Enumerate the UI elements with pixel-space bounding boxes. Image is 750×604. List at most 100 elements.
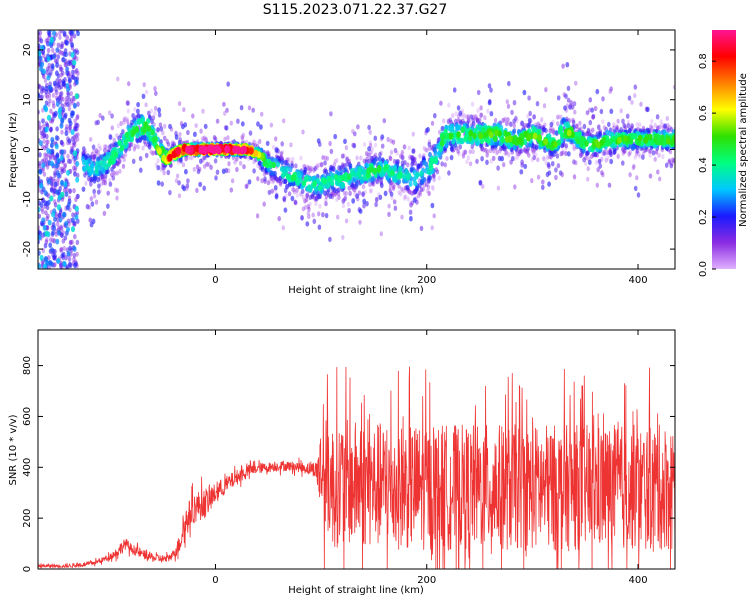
spectral-cell: [44, 230, 49, 237]
spectral-cell: [215, 118, 220, 124]
spectral-cell: [609, 158, 614, 165]
spectral-cell: [44, 100, 49, 106]
spectral-cell: [151, 150, 155, 156]
spectral-cell: [471, 149, 475, 155]
spectral-cell: [283, 187, 288, 194]
spectral-cell: [333, 159, 337, 164]
spectral-cell: [600, 170, 604, 176]
spectral-cell: [440, 125, 445, 132]
spectral-cell: [44, 106, 49, 113]
spectral-cell: [355, 155, 359, 161]
spectral-cell: [312, 218, 317, 224]
spectral-cell: [61, 56, 66, 63]
spectral-cell: [491, 155, 496, 161]
spectral-cell: [60, 168, 64, 175]
spectral-cell: [240, 134, 244, 140]
spectral-cell: [59, 91, 64, 97]
spectral-cell: [551, 127, 555, 133]
spectrogram-y-axis-label: Frequency (Hz): [8, 112, 19, 188]
spectral-cell: [252, 168, 256, 174]
spectral-cell: [271, 161, 276, 169]
spectral-cell: [488, 131, 494, 139]
spectral-cell: [397, 173, 402, 180]
spectral-cell: [503, 150, 508, 156]
spectral-cell: [177, 193, 182, 199]
spectral-cell: [616, 153, 620, 159]
spectral-cell: [650, 119, 654, 124]
spectral-cell: [64, 220, 69, 227]
spectral-cell: [383, 164, 388, 172]
spectral-cell: [55, 97, 60, 103]
spectral-cell: [89, 181, 93, 187]
spectral-cell: [494, 129, 499, 137]
spectral-cell: [95, 160, 100, 167]
snr-frame: [37, 329, 676, 570]
spectral-cell: [374, 197, 379, 203]
spectral-cell: [175, 173, 180, 179]
spectral-cell: [369, 188, 373, 194]
spectral-cell: [166, 141, 171, 147]
spectral-cell: [451, 113, 455, 119]
y-tick-label: 200: [22, 509, 33, 528]
spectral-cell: [439, 100, 443, 106]
spectral-cell: [156, 180, 161, 186]
spectral-cell: [358, 208, 363, 214]
spectral-cell: [209, 164, 213, 170]
spectral-cell: [70, 226, 76, 233]
spectral-cell: [343, 138, 347, 144]
spectral-cell: [292, 187, 296, 193]
spectral-cell: [346, 173, 351, 181]
spectral-cell: [626, 123, 631, 129]
spectral-cell: [125, 117, 129, 122]
spectral-cell: [135, 132, 140, 139]
spectral-cell: [289, 142, 293, 148]
spectral-cell: [534, 144, 539, 150]
spectral-cell: [635, 122, 639, 127]
spectral-cell: [290, 174, 296, 181]
spectral-cell: [574, 80, 578, 86]
spectral-cell: [604, 157, 608, 163]
spectral-cell: [601, 119, 605, 124]
spectral-cell: [110, 166, 114, 173]
spectral-cell: [427, 190, 431, 196]
spectral-cell: [647, 148, 652, 154]
spectral-cell: [507, 152, 511, 158]
spectral-cell: [229, 187, 234, 193]
spectral-cell: [57, 172, 61, 179]
spectral-cell: [156, 158, 160, 164]
spectral-cell: [336, 187, 341, 193]
spectral-cell: [616, 154, 620, 160]
spectral-cell: [73, 234, 77, 240]
spectral-cell: [648, 124, 653, 129]
spectral-cell: [617, 136, 622, 144]
spectral-cell: [195, 164, 200, 170]
spectral-cell: [226, 81, 230, 87]
spectral-cell: [495, 150, 499, 156]
spectral-cell: [430, 120, 435, 126]
spectral-cell: [285, 173, 291, 181]
spectral-cell: [44, 210, 48, 216]
spectral-cell: [548, 128, 553, 134]
spectral-cell: [383, 190, 388, 197]
spectral-cell: [66, 101, 70, 108]
spectral-cell: [242, 164, 246, 170]
spectral-cell: [602, 150, 607, 156]
spectral-cell: [38, 120, 41, 126]
spectral-cell: [63, 162, 68, 168]
x-tick-label: 400: [628, 575, 647, 586]
spectral-cell: [483, 115, 487, 121]
spectral-cell: [573, 109, 577, 115]
spectral-cell: [99, 181, 104, 187]
spectral-cell: [575, 123, 579, 130]
spectral-cell: [51, 92, 56, 98]
spectral-cell: [328, 167, 333, 173]
spectral-cell: [56, 258, 61, 264]
spectral-cell: [62, 260, 67, 267]
spectral-cell: [66, 226, 70, 233]
spectral-cell: [419, 170, 424, 177]
spectral-cell: [201, 108, 205, 114]
spectral-cell: [91, 144, 96, 150]
spectral-cell: [281, 172, 286, 179]
spectral-cell: [323, 155, 328, 161]
spectral-cell: [346, 201, 351, 207]
